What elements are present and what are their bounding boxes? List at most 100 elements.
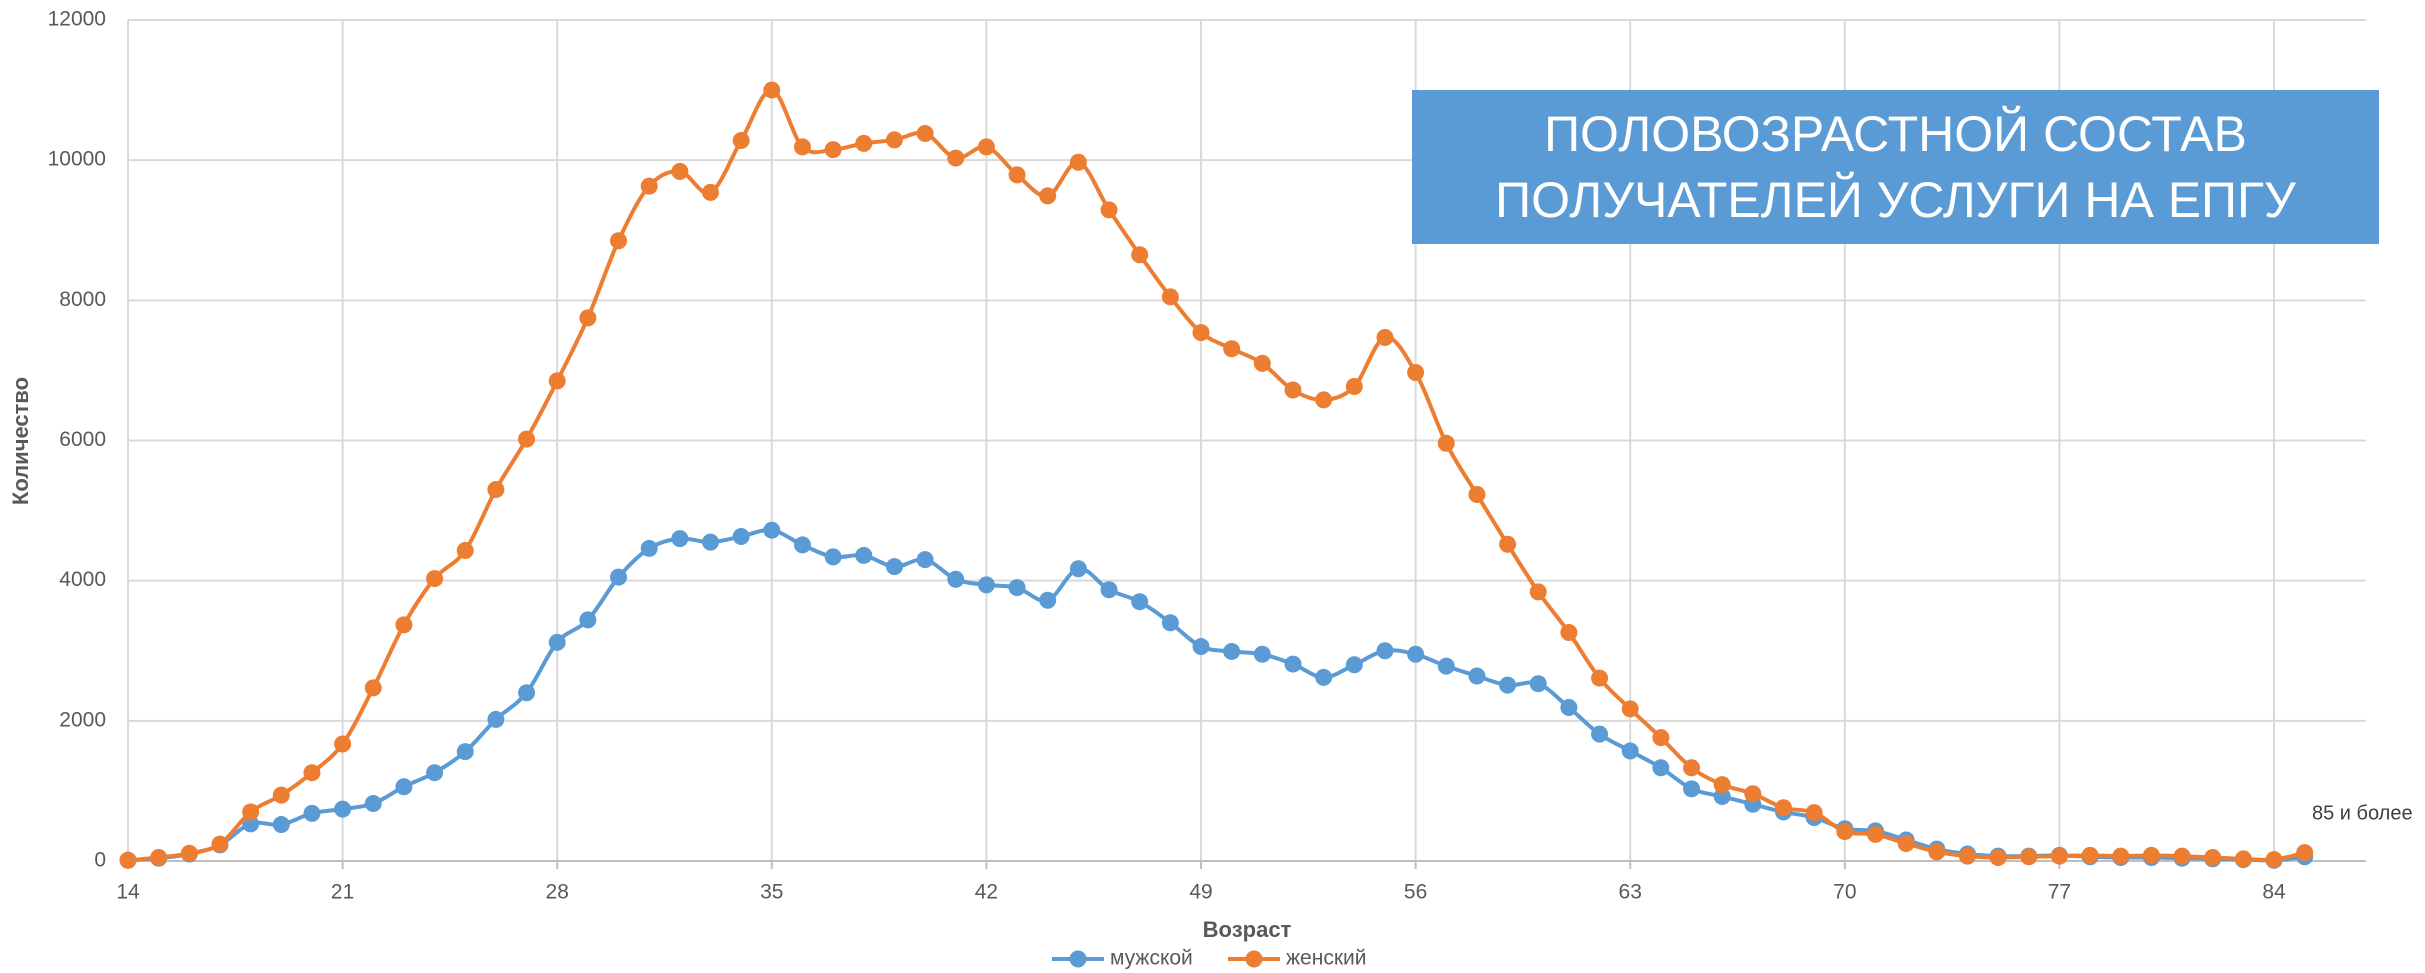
point (1468, 667, 1486, 685)
point (701, 533, 719, 551)
point (2020, 848, 2038, 866)
point (426, 764, 444, 782)
point (977, 576, 995, 594)
point (640, 539, 658, 557)
point (977, 138, 995, 156)
x-tick-label: 77 (2048, 881, 2071, 904)
point (2296, 844, 2314, 862)
point (456, 542, 474, 560)
point (1591, 725, 1609, 743)
point (2173, 847, 2191, 865)
point (579, 611, 597, 629)
point (1069, 153, 1087, 171)
point (2050, 847, 2068, 865)
point (1284, 655, 1302, 673)
point (1100, 581, 1118, 599)
point (1161, 614, 1179, 632)
chart-title: ПОЛОВОЗРАСТНОЙ СОСТАВ ПОЛУЧАТЕЛЕЙ УСЛУГИ… (1412, 90, 2379, 244)
point (456, 743, 474, 761)
point (1069, 560, 1087, 578)
point (793, 138, 811, 156)
legend-label: мужской (1110, 947, 1193, 970)
point (518, 684, 536, 702)
x-axis-label: Возраст (1203, 917, 1292, 942)
point (1560, 699, 1578, 717)
point (395, 616, 413, 634)
point (671, 162, 689, 180)
point (640, 177, 658, 195)
point (1591, 669, 1609, 687)
point (1008, 166, 1026, 184)
point (1652, 759, 1670, 777)
point (1008, 579, 1026, 597)
point (2234, 850, 2252, 868)
point (1529, 675, 1547, 693)
point (548, 372, 566, 390)
y-tick-label: 12000 (48, 8, 106, 31)
point (211, 835, 229, 853)
point (487, 481, 505, 499)
point (426, 570, 444, 588)
x-tick-label: 70 (1833, 881, 1856, 904)
point (1499, 535, 1517, 553)
point (334, 800, 352, 818)
point (487, 710, 505, 728)
y-tick-label: 8000 (59, 288, 106, 311)
point (2081, 846, 2099, 864)
point (885, 558, 903, 576)
point (1866, 825, 1884, 843)
point (303, 804, 321, 822)
point (1407, 364, 1425, 382)
point (1437, 657, 1455, 675)
point (242, 815, 260, 833)
point (732, 528, 750, 546)
point (763, 521, 781, 539)
legend-marker (1069, 950, 1087, 968)
point (1621, 700, 1639, 718)
x-tick-label: 49 (1189, 881, 1212, 904)
point (793, 536, 811, 554)
point (824, 548, 842, 566)
point (1775, 799, 1793, 817)
point (2265, 851, 2283, 869)
y-tick-label: 2000 (59, 708, 106, 731)
point (1192, 638, 1210, 656)
point (1683, 780, 1701, 798)
x-tick-label: 28 (546, 881, 569, 904)
point (1100, 201, 1118, 219)
y-tick-label: 6000 (59, 428, 106, 451)
point (1897, 834, 1915, 852)
x-tick-label: 21 (331, 881, 354, 904)
point (701, 183, 719, 201)
point (364, 679, 382, 697)
point (1928, 843, 1946, 861)
point (1529, 583, 1547, 601)
point (364, 795, 382, 813)
point (1223, 642, 1241, 660)
point (1131, 593, 1149, 611)
point (2112, 847, 2130, 865)
annotation: 85 и более (2312, 802, 2413, 824)
point (1131, 246, 1149, 264)
point (855, 134, 873, 152)
point (1284, 381, 1302, 399)
series-line (127, 527, 2305, 863)
x-tick-label: 42 (975, 881, 998, 904)
point (548, 633, 566, 651)
point (1345, 378, 1363, 396)
point (334, 735, 352, 753)
point (272, 786, 290, 804)
point (1253, 354, 1271, 372)
point (1621, 742, 1639, 760)
point (671, 530, 689, 548)
x-tick-label: 14 (116, 881, 140, 904)
x-tick-label: 35 (760, 881, 783, 904)
point (303, 764, 321, 782)
point (242, 803, 260, 821)
point (1805, 804, 1823, 822)
point (2204, 848, 2222, 866)
legend-label: женский (1286, 947, 1366, 970)
point (1376, 642, 1394, 660)
point (1223, 340, 1241, 358)
